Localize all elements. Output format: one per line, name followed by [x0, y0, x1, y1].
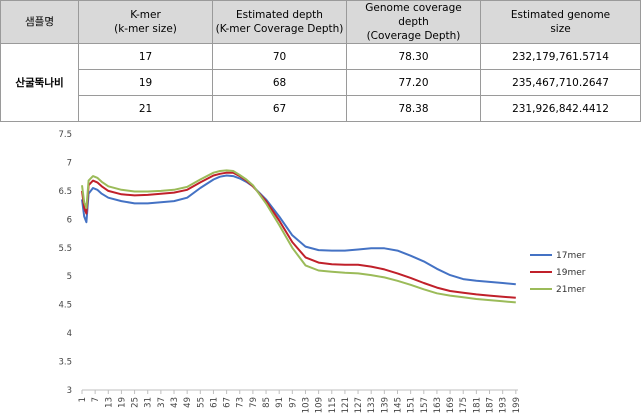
coverage-cell: 77.20 — [346, 69, 481, 96]
header-estimated-depth: Estimated depth (K-mer Coverage Depth) — [212, 0, 347, 44]
x-tick-label: 79 — [249, 397, 259, 408]
x-tick-label: 43 — [170, 397, 180, 408]
legend-label-17mer: 17mer — [556, 251, 586, 261]
sample-name-cell: 산굴뚝나비 — [0, 43, 79, 122]
depth-cell: 67 — [212, 95, 347, 122]
x-tick-label: 55 — [196, 397, 206, 408]
kmer-results-table: 샘플명 K-mer (k-mer size) Estimated depth (K-… — [0, 0, 641, 122]
x-tick-label: 199 — [512, 397, 522, 413]
x-tick-label: 73 — [236, 397, 246, 408]
y-tick-label: 3.5 — [58, 358, 72, 368]
y-tick-label: 6.5 — [58, 187, 72, 197]
x-tick-label: 175 — [459, 397, 469, 413]
table-row: 21 67 78.38 231,926,842.4412 — [1, 95, 641, 122]
x-tick-label: 91 — [275, 397, 285, 408]
legend-label-21mer: 21mer — [556, 285, 586, 295]
depth-cell: 68 — [212, 69, 347, 96]
kmer-cell: 21 — [78, 95, 213, 122]
kmer-depth-line-chart: 33.544.555.566.577.51 7 13 19 25 31 37 43 49 55 61… — [58, 130, 586, 413]
genome-size-cell: 235,467,710.2647 — [480, 69, 641, 96]
x-tick-label: 133 — [367, 397, 377, 413]
kmer-cell: 19 — [78, 69, 213, 96]
x-tick-label: 187 — [486, 397, 496, 413]
x-tick-label: 127 — [354, 397, 364, 413]
y-tick-label: 4 — [67, 329, 72, 339]
x-tick-label: 121 — [341, 397, 351, 413]
x-tick-label: 139 — [380, 397, 390, 413]
x-tick-label: 145 — [393, 397, 403, 413]
x-tick-label: 85 — [262, 397, 272, 408]
y-tick-label: 5.5 — [58, 244, 72, 254]
x-tick-label: 1 — [78, 397, 88, 402]
x-tick-label: 7 — [91, 397, 101, 402]
x-tick-label: 181 — [472, 397, 482, 413]
x-tick-label: 97 — [288, 397, 298, 408]
depth-cell: 70 — [212, 43, 347, 70]
header-sample: 샘플명 — [0, 0, 79, 44]
legend-label-19mer: 19mer — [556, 268, 586, 278]
x-tick-label: 193 — [499, 397, 509, 413]
x-tick-label: 61 — [209, 397, 219, 408]
header-genome-size: Estimated genome size — [480, 0, 641, 44]
y-tick-label: 7.5 — [58, 130, 72, 140]
coverage-cell: 78.30 — [346, 43, 481, 70]
kmer-cell: 17 — [78, 43, 213, 70]
y-tick-label: 3 — [67, 386, 72, 396]
x-tick-label: 151 — [407, 397, 417, 413]
genome-size-cell: 231,926,842.4412 — [480, 95, 641, 122]
x-tick-label: 109 — [315, 397, 325, 413]
genome-size-cell: 232,179,761.5714 — [480, 43, 641, 70]
y-tick-label: 4.5 — [58, 301, 72, 311]
x-tick-label: 25 — [131, 397, 141, 408]
header-kmer: K-mer (k-mer size) — [78, 0, 213, 44]
coverage-cell: 78.38 — [346, 95, 481, 122]
x-tick-label: 169 — [446, 397, 456, 413]
x-tick-label: 49 — [183, 397, 193, 408]
x-tick-label: 13 — [104, 397, 114, 408]
y-tick-label: 7 — [67, 158, 72, 168]
x-tick-label: 163 — [433, 397, 443, 413]
x-tick-label: 67 — [223, 397, 233, 408]
x-tick-label: 31 — [144, 397, 154, 408]
header-coverage-depth: Genome coverage depth (Coverage Depth) — [346, 0, 481, 44]
x-tick-label: 19 — [117, 397, 127, 408]
table-header-row: 샘플명 K-mer (k-mer size) Estimated depth (K-… — [0, 0, 641, 44]
y-tick-label: 6 — [67, 215, 72, 225]
x-tick-label: 37 — [157, 397, 167, 408]
y-tick-label: 5 — [67, 272, 72, 282]
x-tick-label: 157 — [420, 397, 430, 413]
x-tick-label: 103 — [301, 397, 311, 413]
table-row: 19 68 77.20 235,467,710.2647 — [1, 69, 641, 96]
series-line-21mer — [81, 169, 516, 304]
table-row: 산굴뚝나비 17 70 78.30 232,179,761.5714 — [0, 43, 641, 122]
x-tick-label: 115 — [328, 397, 338, 413]
